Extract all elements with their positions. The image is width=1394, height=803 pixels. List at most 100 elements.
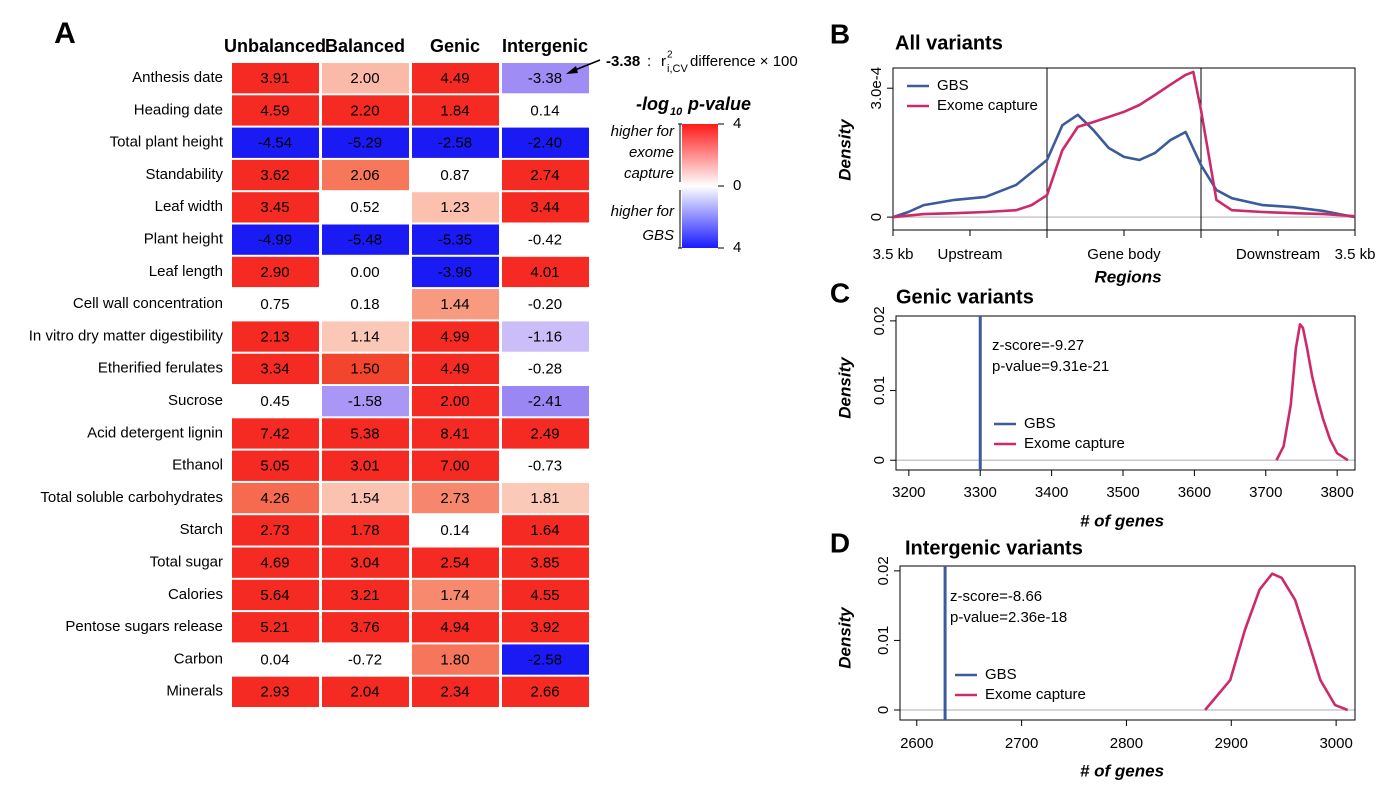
density-line [1204,572,1349,712]
heatmap-cell [322,353,409,384]
annotation-sep: : [647,53,651,70]
heatmap-cell [412,95,499,126]
cell-label: 2.73 [440,490,469,507]
colorbar-tick-label: 0 [733,177,741,194]
cell-label: -4.54 [258,135,292,152]
annotation: p-value=2.36e-18 [950,609,1067,626]
heatmap-cell [322,192,409,223]
heatmap-cell [412,644,499,675]
cell-label: 3.91 [260,70,289,87]
heatmap-cell [502,321,589,352]
colorbar-title: -log [636,94,669,114]
cell-label: -3.38 [528,70,562,87]
cell-label: -2.40 [528,135,562,152]
y-axis-label: Density [835,356,854,419]
heatmap-cell [502,224,589,255]
column-header: Genic [430,36,480,56]
chart-title: Intergenic variants [905,537,1083,559]
colorbar-note: GBS [642,227,674,244]
cell-label: 1.50 [350,361,379,378]
annotation: p-value=9.31e-21 [992,358,1109,375]
heatmap-cell [412,127,499,158]
annotation: z-score=-9.27 [992,337,1084,354]
colorbar-note: higher for [611,123,675,140]
cell-label: 4.69 [260,554,289,571]
row-label: Total soluble carbohydrates [40,489,223,506]
y-axis-label: Density [835,118,854,181]
heatmap-cell [412,450,499,481]
cell-label: 3.34 [260,361,289,378]
cell-label: 1.84 [440,102,469,119]
x-tick-label: 3000 [1319,735,1352,752]
cell-label: 2.73 [260,522,289,539]
cell-label: 2.00 [440,393,469,410]
heatmap-cell [412,418,499,449]
heatmap-cell [232,63,319,94]
heatmap-cell [412,224,499,255]
heatmap-cell [502,256,589,288]
x-tick-label: Upstream [937,246,1002,263]
arrow-head [566,66,578,74]
plot-frame [899,565,1356,721]
cell-label: -5.29 [348,135,382,152]
bracket [678,123,682,249]
annotation-value: -3.38 [606,53,640,70]
annotation-symbol: r [661,53,666,70]
heatmap-cell [502,579,589,611]
cell-label: 3.76 [350,619,379,636]
legend-label: GBS [937,77,969,94]
cell-label: 1.54 [350,490,379,507]
heatmap-cell [412,579,499,611]
heatmap-cell [502,612,589,643]
heatmap-cell [412,482,499,514]
cell-label: 1.74 [440,587,469,604]
cell-label: 1.81 [530,490,559,507]
x-axis-label: # of genes [1080,761,1164,780]
cell-label: -2.58 [528,651,562,668]
cell-label: 2.00 [350,70,379,87]
y-axis-label: Density [835,606,854,669]
cell-label: -2.58 [438,135,472,152]
cell-label: -1.16 [528,328,562,345]
cell-label: 2.04 [350,684,379,701]
cell-label: 2.74 [530,167,559,184]
chart-title: Genic variants [896,286,1034,308]
heatmap-cell [322,547,409,578]
cell-label: 7.42 [260,425,289,442]
cell-label: 3.44 [530,199,559,216]
panel-label: A [54,17,76,50]
heatmap-cell [232,579,319,611]
cell-label: 2.13 [260,328,289,345]
cell-label: 1.80 [440,651,469,668]
row-label: Calories [168,586,223,603]
cell-label: 0.45 [260,393,289,410]
heatmap-cell [232,289,319,320]
x-tick-label: 3200 [892,484,925,501]
cell-label: -0.72 [348,651,382,668]
cell-label: 5.38 [350,425,379,442]
cell-label: 3.04 [350,554,379,571]
x-tick-label: Gene body [1087,246,1161,263]
panel-label: C [830,277,850,308]
x-tick-label: 2600 [900,735,933,752]
row-label: Pentose sugars release [65,618,223,635]
row-label: Etherified ferulates [98,360,223,377]
cell-label: 1.64 [530,522,559,539]
heatmap-cell [412,353,499,384]
density-line [892,70,1356,219]
cell-label: 1.14 [350,328,379,345]
heatmap-cell [322,159,409,191]
row-label: Plant height [144,230,224,247]
cell-label: 3.01 [350,458,379,475]
cell-label: -4.99 [258,231,292,248]
x-tick-label: 3500 [1106,484,1139,501]
heatmap-cell [412,676,499,707]
density-line [892,113,1356,219]
column-header: Balanced [325,36,405,56]
cell-label: 1.78 [350,522,379,539]
row-label: Ethanol [172,457,223,474]
cell-label: 4.55 [530,587,559,604]
cell-label: 2.20 [350,102,379,119]
heatmap-cell [412,63,499,94]
cell-label: -0.42 [528,231,562,248]
